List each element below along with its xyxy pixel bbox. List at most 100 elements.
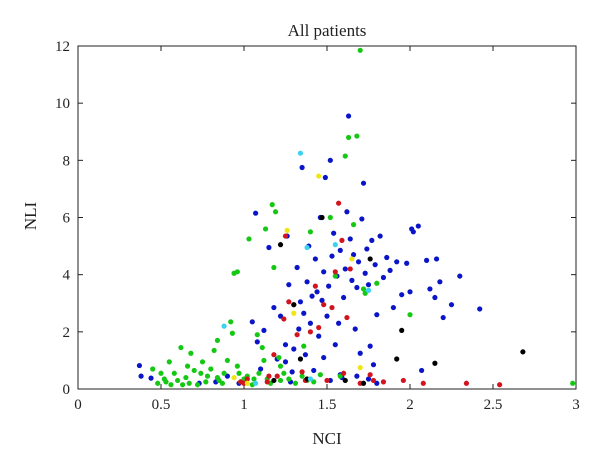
- data-point: [321, 302, 327, 308]
- data-point: [282, 342, 289, 348]
- data-point: [307, 320, 313, 326]
- data-point: [324, 313, 330, 319]
- data-point: [336, 320, 342, 326]
- data-point: [399, 292, 405, 298]
- data-point: [186, 380, 192, 386]
- data-point: [261, 357, 267, 364]
- data-point: [284, 227, 290, 233]
- data-point: [477, 306, 483, 312]
- data-point: [357, 350, 363, 356]
- data-point: [354, 373, 360, 379]
- data-point: [179, 382, 186, 388]
- data-point: [299, 373, 305, 379]
- data-point: [269, 202, 275, 208]
- data-point: [342, 377, 348, 384]
- data-point: [332, 342, 338, 348]
- data-point: [254, 332, 260, 338]
- data-point: [198, 370, 204, 376]
- data-point: [432, 360, 438, 366]
- data-point: [307, 329, 313, 335]
- data-point: [341, 294, 347, 301]
- data-point: [367, 256, 373, 262]
- data-point: [264, 379, 270, 385]
- data-point: [277, 377, 284, 384]
- data-point: [326, 283, 332, 289]
- data-point: [291, 302, 297, 308]
- data-point: [407, 289, 413, 295]
- data-point: [158, 370, 164, 376]
- data-point: [357, 364, 363, 371]
- data-point: [520, 349, 526, 355]
- data-point: [370, 362, 377, 368]
- data-point: [236, 370, 242, 376]
- x-axis-title: NCI: [312, 429, 342, 448]
- data-point: [350, 252, 357, 258]
- data-point: [224, 357, 230, 364]
- data-point: [342, 153, 348, 159]
- data-point: [415, 223, 421, 229]
- data-point: [281, 370, 287, 376]
- data-point: [317, 372, 323, 378]
- data-point: [327, 214, 333, 221]
- y-tick-label: 12: [55, 39, 70, 55]
- data-point: [327, 157, 333, 163]
- x-tick-label: 2.5: [484, 397, 503, 413]
- data-point: [345, 134, 352, 141]
- data-point: [404, 260, 410, 266]
- data-point: [150, 366, 156, 372]
- data-point: [214, 374, 221, 381]
- data-point: [309, 293, 315, 299]
- data-point: [352, 326, 358, 332]
- data-point: [354, 284, 360, 291]
- data-point: [345, 113, 352, 119]
- data-point: [362, 270, 368, 276]
- y-axis-ticks: 0 2 4 6 8 10 12: [55, 39, 576, 398]
- data-point: [355, 259, 362, 265]
- data-point: [322, 174, 328, 181]
- data-point: [312, 283, 318, 289]
- data-point: [199, 359, 206, 365]
- data-point: [350, 222, 357, 228]
- x-tick-label: 1.5: [318, 397, 337, 413]
- data-point: [297, 150, 304, 156]
- data-point: [155, 380, 161, 386]
- data-point: [307, 376, 313, 382]
- data-point: [424, 257, 430, 263]
- data-point: [276, 354, 282, 361]
- data-point: [249, 319, 255, 325]
- x-tick-label: 0: [74, 397, 82, 413]
- data-point: [342, 266, 348, 272]
- data-point: [390, 304, 396, 311]
- data-point: [360, 380, 367, 386]
- data-point: [291, 310, 297, 316]
- x-tick-label: 3: [572, 397, 580, 413]
- data-point: [319, 297, 325, 303]
- data-point: [360, 180, 367, 186]
- data-point: [296, 326, 302, 332]
- y-tick-label: 4: [63, 268, 71, 284]
- data-point: [204, 373, 211, 379]
- data-point: [319, 214, 325, 221]
- data-point: [261, 327, 267, 334]
- data-point: [344, 314, 350, 321]
- data-point: [294, 264, 300, 271]
- data-point: [347, 266, 353, 272]
- data-point: [214, 337, 221, 344]
- data-point: [244, 376, 250, 382]
- data-point: [365, 282, 372, 288]
- data-point: [341, 370, 347, 376]
- data-point: [367, 343, 373, 349]
- data-point: [407, 312, 413, 318]
- data-point: [266, 244, 272, 251]
- data-point: [307, 229, 313, 235]
- data-point: [136, 362, 143, 369]
- data-point: [256, 370, 262, 376]
- data-point: [266, 373, 272, 379]
- data-point: [440, 314, 446, 321]
- data-point: [364, 246, 370, 252]
- data-point: [370, 377, 377, 384]
- data-point: [219, 380, 226, 386]
- data-point: [394, 259, 400, 265]
